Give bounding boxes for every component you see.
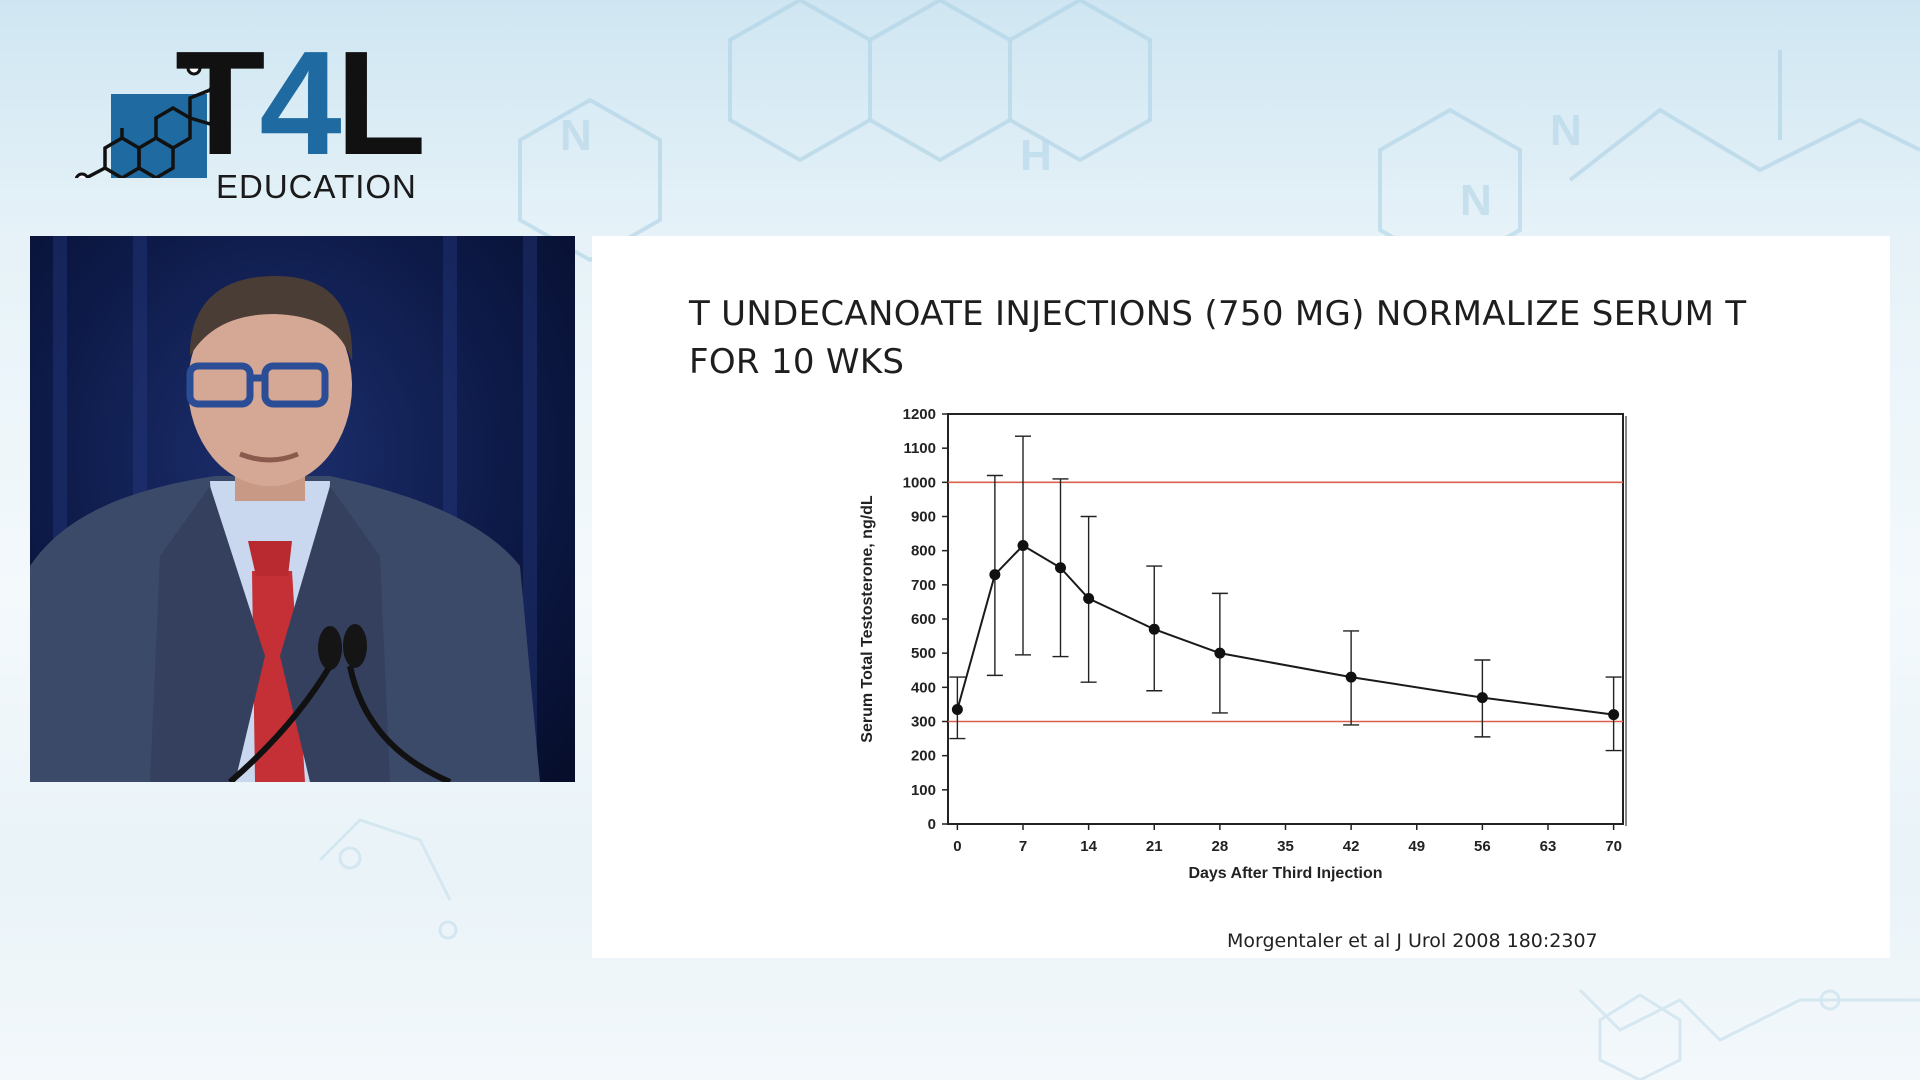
y-tick-label: 800 <box>911 543 936 560</box>
data-point <box>1214 647 1226 659</box>
x-tick-label: 14 <box>1080 838 1097 855</box>
t4l-education-logo: T4L EDUCATION <box>70 30 440 210</box>
data-point <box>989 569 1001 581</box>
y-tick-label: 1200 <box>903 406 936 423</box>
svg-text:N: N <box>1550 106 1582 155</box>
series-line <box>956 544 1614 716</box>
slide-title: T UNDECANOATE INJECTIONS (750 MG) NORMAL… <box>689 294 1747 382</box>
data-point <box>1345 671 1357 683</box>
logo-letter-t: T <box>175 21 265 186</box>
logo-letter-l: L <box>335 21 426 186</box>
x-tick-label: 28 <box>1212 838 1229 855</box>
steroid-molecule-icon <box>74 60 225 178</box>
y-tick-label: 200 <box>911 748 936 765</box>
presentation-slide: T UNDECANOATE INJECTIONS (750 MG) NORMAL… <box>592 236 1890 958</box>
data-point <box>1083 593 1095 604</box>
data-point <box>1017 540 1029 552</box>
x-tick-label: 49 <box>1408 838 1425 855</box>
y-tick-label: 100 <box>911 782 936 799</box>
y-tick-label: 0 <box>928 816 936 833</box>
y-tick-label: 300 <box>911 714 936 731</box>
slide-citation: Morgentaler et al J Urol 2008 180:2307 <box>1227 930 1598 952</box>
x-axis-label: Days After Third Injection <box>1188 865 1382 882</box>
testosterone-line-chart: 0100200300400500600700800900100011001200… <box>859 406 1627 882</box>
y-tick-label: 700 <box>911 577 936 594</box>
plot-frame <box>947 413 1624 825</box>
svg-text:N: N <box>1460 176 1492 225</box>
x-tick-label: 7 <box>1019 838 1027 855</box>
x-tick-label: 63 <box>1540 838 1557 855</box>
logo-digit-4: 4 <box>259 21 341 186</box>
y-tick-label: 1000 <box>903 474 936 491</box>
x-tick-label: 56 <box>1474 838 1491 855</box>
x-tick-label: 70 <box>1605 838 1622 855</box>
x-tick-label: 21 <box>1146 838 1163 855</box>
data-point <box>1055 562 1066 574</box>
y-tick-label: 1100 <box>903 440 936 457</box>
data-point <box>1148 623 1160 635</box>
x-tick-label: 42 <box>1343 838 1360 855</box>
svg-text:N: N <box>560 111 592 160</box>
x-tick-label: 0 <box>953 838 961 855</box>
x-tick-label: 35 <box>1277 838 1294 855</box>
y-tick-label: 400 <box>911 679 936 696</box>
speaker-figure <box>30 236 540 782</box>
logo-subtitle: EDUCATION <box>216 168 417 205</box>
y-tick-label: 600 <box>911 611 936 628</box>
data-point <box>951 704 963 716</box>
y-tick-label: 900 <box>911 509 936 526</box>
logo-wordmark: T4L <box>175 30 426 178</box>
data-point <box>1476 692 1488 704</box>
svg-text:H: H <box>1020 131 1052 180</box>
speaker-video-feed <box>30 236 575 782</box>
data-point <box>1608 709 1620 721</box>
y-axis-label: Serum Total Testosterone, ng/dL <box>859 495 876 743</box>
y-tick-label: 500 <box>911 645 936 662</box>
